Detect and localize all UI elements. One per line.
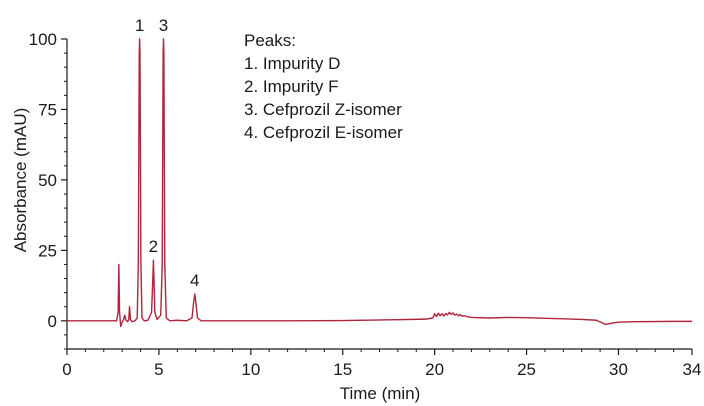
series-layer	[67, 38, 692, 328]
chromatogram-trace	[67, 38, 692, 328]
peak-label: 4	[190, 271, 199, 290]
x-tick-label: 20	[425, 360, 444, 379]
y-tick-label: 25	[38, 241, 57, 260]
x-tick-label: 30	[609, 360, 628, 379]
x-tick-label: 25	[517, 360, 536, 379]
peak-label: 1	[135, 16, 144, 35]
legend-item: 2. Impurity F	[244, 77, 338, 96]
legend-item: 4. Cefprozil E-isomer	[244, 123, 403, 142]
y-tick-label: 50	[38, 171, 57, 190]
peak-label: 2	[149, 237, 158, 256]
x-tick-label: 15	[333, 360, 352, 379]
y-tick-label: 100	[29, 30, 57, 49]
legend-title: Peaks:	[244, 31, 296, 50]
x-tick-label: 10	[241, 360, 260, 379]
y-axis-title: Absorbance (mAU)	[11, 108, 30, 253]
peak-label: 3	[159, 16, 168, 35]
y-tick-label: 0	[48, 312, 57, 331]
peak-labels: 1 2 3 4	[135, 16, 200, 290]
legend: Peaks: 1. Impurity D 2. Impurity F 3. Ce…	[244, 31, 403, 142]
legend-item: 3. Cefprozil Z-isomer	[244, 100, 402, 119]
x-tick-label: 5	[154, 360, 163, 379]
legend-item: 1. Impurity D	[244, 54, 340, 73]
x-axis-title: Time (min)	[340, 384, 421, 403]
y-tick-label: 75	[38, 100, 57, 119]
x-tick-label: 0	[62, 360, 71, 379]
x-tick-label: 34	[683, 360, 702, 379]
ticks: 0 25 50 75 100 0 5 10 15 20 25 30 34	[29, 30, 702, 379]
